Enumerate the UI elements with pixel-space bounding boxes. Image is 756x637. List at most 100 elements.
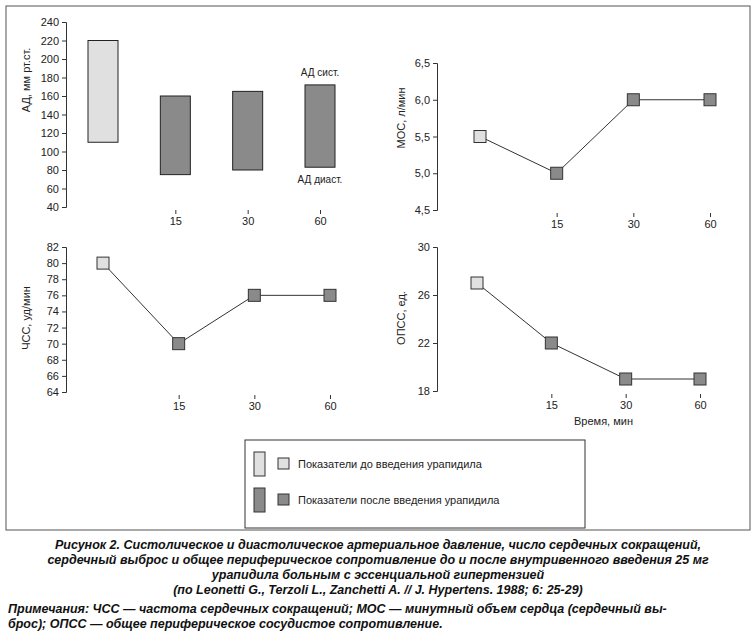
x-tick: 30 — [242, 210, 254, 227]
y-tick-label: 22 — [418, 337, 430, 349]
y-tick-mark — [62, 247, 66, 248]
y-tick-mark — [62, 170, 66, 171]
y-tick: 6,5 — [415, 57, 437, 69]
line — [103, 263, 330, 344]
y-tick-label: 66 — [47, 370, 59, 382]
y-tick-label: 82 — [47, 241, 59, 253]
marker — [551, 167, 563, 179]
y-tick: 120 — [41, 127, 66, 139]
y-tick-mark — [62, 152, 66, 153]
figure: 406080100120140160180200220240153060АД, … — [0, 0, 756, 637]
x-tick: 60 — [704, 213, 716, 230]
marker — [324, 289, 336, 301]
plot-marks — [474, 94, 716, 180]
x-tick-mark — [626, 394, 627, 398]
x-tick-mark — [700, 394, 701, 398]
panel: 64666870727476788082153060ЧСС, уд/мин — [20, 241, 337, 412]
x-tick-mark — [248, 210, 249, 214]
x-tick-mark — [320, 210, 321, 214]
marker — [471, 277, 483, 289]
legend-entry: Показатели после введения урапидила — [254, 488, 500, 512]
x-tick-label: 30 — [249, 400, 261, 412]
y-tick: 26 — [418, 289, 437, 301]
y-tick-mark — [62, 311, 66, 312]
y-axis: 406080100120140160180200220240 — [41, 16, 67, 213]
y-tick: 40 — [47, 201, 66, 213]
y-tick: 80 — [47, 164, 66, 176]
y-tick: 68 — [47, 354, 66, 366]
caption-line: (по Leonetti G., Terzoli L., Zanchetti A… — [173, 583, 583, 597]
panel: 18222630153060ОПСС, ед.Время, мин — [395, 241, 707, 427]
figure-frame — [6, 6, 750, 530]
y-tick-mark — [62, 115, 66, 116]
y-axis-line — [62, 248, 67, 393]
y-tick-mark — [62, 295, 66, 296]
y-tick: 5,0 — [415, 167, 437, 179]
y-tick-label: 74 — [47, 305, 59, 317]
x-tick-label: 15 — [170, 215, 182, 227]
note-line: Примечания: ЧСС — частота сердечных сокр… — [8, 602, 667, 616]
y-tick-mark — [62, 78, 66, 79]
y-tick-label: 78 — [47, 273, 59, 285]
x-tick-label: 60 — [324, 400, 336, 412]
y-tick-mark — [433, 100, 437, 101]
y-tick-label: 240 — [41, 16, 59, 28]
y-tick-label: 76 — [47, 289, 59, 301]
y-axis-line — [433, 64, 438, 211]
caption: Рисунок 2. Систолическое и диастолическо… — [8, 538, 709, 631]
y-tick: 6,0 — [415, 94, 437, 106]
plot-marks — [97, 257, 336, 350]
annotation: АД диаст. — [298, 174, 343, 185]
x-tick: 30 — [620, 394, 632, 411]
y-axis-title: ОПСС, ед. — [395, 291, 407, 345]
x-axis: 153060 — [173, 395, 337, 412]
y-axis-line — [433, 248, 438, 392]
y-axis: 4,5 5,0 5,5 6,0 6,5 — [415, 57, 438, 216]
y-tick-label: 72 — [47, 322, 59, 334]
y-tick-label: 4,5 — [415, 204, 430, 216]
marker — [173, 338, 185, 350]
x-tick-label: 60 — [694, 399, 706, 411]
range-bar — [233, 91, 263, 170]
legend-label: Показатели после введения урапидила — [298, 494, 500, 506]
legend-entry: Показатели до введения урапидила — [254, 452, 483, 476]
plot-marks — [88, 41, 335, 175]
y-tick-label: 60 — [47, 183, 59, 195]
y-tick: 66 — [47, 370, 66, 382]
y-tick-mark — [62, 96, 66, 97]
y-tick-label: 30 — [418, 241, 430, 253]
y-tick: 74 — [47, 305, 66, 317]
y-tick-label: 5,5 — [415, 131, 430, 143]
y-tick: 78 — [47, 273, 66, 285]
x-axis: 15 30 60 — [170, 210, 327, 227]
y-tick-mark — [62, 59, 66, 60]
y-tick-mark — [433, 137, 437, 138]
y-tick: 100 — [41, 146, 66, 158]
y-tick-label: 80 — [47, 164, 59, 176]
y-tick-mark — [62, 392, 66, 393]
x-tick: 30 — [249, 395, 261, 412]
x-tick-mark — [175, 210, 176, 214]
caption-line: урапидила больным с эссенциальной гиперт… — [211, 568, 545, 582]
y-tick-label: 220 — [41, 35, 59, 47]
x-tick-mark — [557, 213, 558, 217]
y-tick: 5,5 — [415, 131, 437, 143]
y-tick: 30 — [418, 241, 437, 253]
y-tick: 180 — [41, 72, 66, 84]
y-tick-label: 68 — [47, 354, 59, 366]
legend-swatch-bar — [254, 488, 265, 512]
x-tick: 60 — [314, 210, 326, 227]
y-tick-mark — [62, 328, 66, 329]
y-tick: 72 — [47, 322, 66, 334]
panel: 4,55,05,56,06,5153060МОС, л/мин — [395, 57, 717, 230]
y-tick-mark — [433, 63, 437, 64]
legend-swatch-marker — [278, 494, 289, 505]
y-axis-line — [62, 23, 67, 208]
marker — [474, 131, 486, 143]
y-tick-mark — [62, 360, 66, 361]
y-tick: 22 — [418, 337, 437, 349]
x-tick-mark — [254, 395, 255, 399]
y-tick: 64 — [47, 386, 66, 398]
y-tick-label: 140 — [41, 109, 59, 121]
x-tick-mark — [330, 395, 331, 399]
